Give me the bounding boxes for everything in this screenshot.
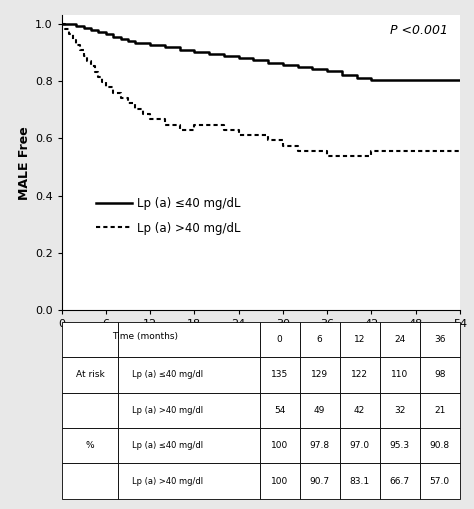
Lp (a) >40 mg/dL bbox=[191, 122, 197, 128]
Lp (a) >40 mg/dL bbox=[221, 127, 227, 133]
Lp (a) >40 mg/dL bbox=[66, 32, 72, 38]
Lp (a) >40 mg/dL bbox=[236, 132, 241, 138]
Lp (a) ≤40 mg/dL bbox=[125, 38, 131, 44]
Lp (a) >40 mg/dL bbox=[110, 90, 116, 96]
Lp (a) >40 mg/dL bbox=[368, 148, 374, 154]
Lp (a) >40 mg/dL bbox=[310, 148, 315, 154]
Lp (a) >40 mg/dL bbox=[280, 143, 286, 149]
Lp (a) >40 mg/dL bbox=[63, 26, 68, 33]
Lp (a) >40 mg/dL bbox=[413, 148, 419, 154]
X-axis label: Months after EVT: Months after EVT bbox=[200, 333, 322, 346]
Lp (a) ≤40 mg/dL bbox=[398, 77, 404, 83]
Lp (a) >40 mg/dL bbox=[59, 21, 64, 27]
Lp (a) ≤40 mg/dL bbox=[59, 21, 64, 27]
Lp (a) >40 mg/dL bbox=[70, 37, 75, 43]
Lp (a) ≤40 mg/dL bbox=[413, 77, 419, 83]
Lp (a) ≤40 mg/dL bbox=[73, 23, 79, 29]
Lp (a) ≤40 mg/dL bbox=[88, 27, 94, 33]
Lp (a) >40 mg/dL bbox=[177, 127, 182, 133]
Lp (a) >40 mg/dL bbox=[140, 111, 146, 117]
Line: Lp (a) >40 mg/dL: Lp (a) >40 mg/dL bbox=[62, 24, 460, 156]
Lp (a) >40 mg/dL bbox=[206, 122, 212, 128]
Lp (a) ≤40 mg/dL bbox=[428, 77, 433, 83]
Lp (a) ≤40 mg/dL bbox=[118, 36, 123, 42]
Lp (a) >40 mg/dL bbox=[96, 74, 101, 80]
Lp (a) >40 mg/dL bbox=[88, 63, 94, 69]
Lp (a) >40 mg/dL bbox=[77, 47, 83, 53]
Lp (a) >40 mg/dL bbox=[125, 100, 131, 106]
Lp (a) ≤40 mg/dL bbox=[368, 77, 374, 83]
Lp (a) ≤40 mg/dL bbox=[221, 53, 227, 59]
Lp (a) >40 mg/dL bbox=[383, 148, 389, 154]
Lp (a) ≤40 mg/dL bbox=[457, 77, 463, 83]
Text: P <0.001: P <0.001 bbox=[390, 24, 448, 37]
Lp (a) >40 mg/dL bbox=[118, 95, 123, 101]
Lp (a) ≤40 mg/dL bbox=[96, 30, 101, 36]
Lp (a) >40 mg/dL bbox=[81, 52, 87, 59]
Text: Time (months): Time (months) bbox=[112, 332, 178, 342]
Lp (a) ≤40 mg/dL bbox=[310, 66, 315, 72]
Lp (a) ≤40 mg/dL bbox=[140, 40, 146, 46]
Line: Lp (a) ≤40 mg/dL: Lp (a) ≤40 mg/dL bbox=[62, 24, 460, 80]
Lp (a) ≤40 mg/dL bbox=[103, 32, 109, 38]
Lp (a) ≤40 mg/dL bbox=[66, 21, 72, 27]
Lp (a) ≤40 mg/dL bbox=[162, 44, 168, 50]
Lp (a) >40 mg/dL bbox=[354, 153, 359, 159]
Lp (a) ≤40 mg/dL bbox=[133, 40, 138, 46]
Lp (a) >40 mg/dL bbox=[147, 116, 153, 122]
Lp (a) ≤40 mg/dL bbox=[265, 60, 271, 66]
Lp (a) ≤40 mg/dL bbox=[324, 68, 330, 74]
Lp (a) >40 mg/dL bbox=[398, 148, 404, 154]
Lp (a) ≤40 mg/dL bbox=[354, 75, 359, 81]
Lp (a) >40 mg/dL bbox=[73, 42, 79, 48]
Lp (a) ≤40 mg/dL bbox=[280, 62, 286, 68]
Lp (a) >40 mg/dL bbox=[295, 148, 301, 154]
Lp (a) >40 mg/dL bbox=[457, 148, 463, 154]
Lp (a) >40 mg/dL bbox=[133, 105, 138, 111]
Lp (a) ≤40 mg/dL bbox=[383, 77, 389, 83]
Lp (a) >40 mg/dL bbox=[339, 153, 345, 159]
Lp (a) ≤40 mg/dL bbox=[81, 25, 87, 31]
Lp (a) >40 mg/dL bbox=[103, 84, 109, 91]
Lp (a) >40 mg/dL bbox=[100, 79, 105, 86]
Lp (a) >40 mg/dL bbox=[324, 153, 330, 159]
Lp (a) ≤40 mg/dL bbox=[110, 34, 116, 40]
Lp (a) ≤40 mg/dL bbox=[191, 48, 197, 54]
Lp (a) ≤40 mg/dL bbox=[339, 72, 345, 78]
Lp (a) ≤40 mg/dL bbox=[147, 42, 153, 48]
Lp (a) >40 mg/dL bbox=[92, 69, 98, 75]
Lp (a) ≤40 mg/dL bbox=[250, 58, 256, 64]
Lp (a) >40 mg/dL bbox=[84, 58, 90, 64]
Lp (a) ≤40 mg/dL bbox=[206, 51, 212, 57]
Legend: Lp (a) ≤40 mg/dL, Lp (a) >40 mg/dL: Lp (a) ≤40 mg/dL, Lp (a) >40 mg/dL bbox=[91, 192, 246, 239]
Lp (a) >40 mg/dL bbox=[162, 122, 168, 128]
Lp (a) ≤40 mg/dL bbox=[295, 64, 301, 70]
Y-axis label: MALE Free: MALE Free bbox=[18, 126, 31, 200]
Lp (a) ≤40 mg/dL bbox=[177, 46, 182, 52]
Lp (a) ≤40 mg/dL bbox=[236, 55, 241, 61]
Lp (a) >40 mg/dL bbox=[250, 132, 256, 138]
Lp (a) >40 mg/dL bbox=[265, 137, 271, 144]
